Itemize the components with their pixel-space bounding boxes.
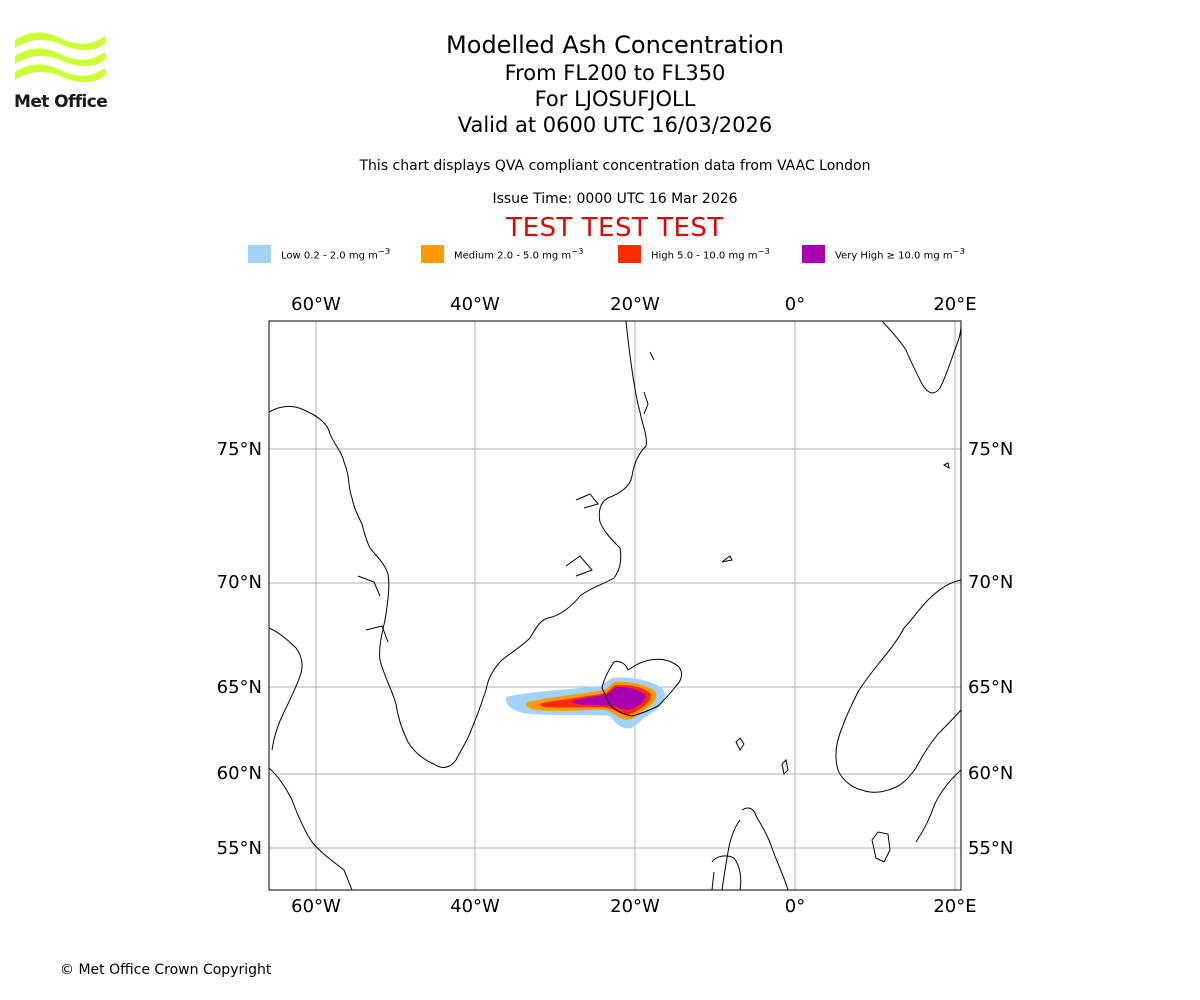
legend-item-low: Low 0.2 - 2.0 mg m−3	[248, 244, 390, 264]
map-content	[269, 321, 961, 890]
lat-labels-right: 75°N 70°N 65°N 60°N 55°N	[968, 439, 1013, 859]
britain-coast	[721, 807, 789, 890]
legend-swatch-low	[248, 245, 271, 263]
test-banner: TEST TEST TEST	[506, 213, 724, 243]
greenland-fjord-4	[365, 625, 389, 643]
legend-label-high: High 5.0 - 10.0 mg m−3	[651, 246, 770, 262]
legend-swatch-medium	[421, 245, 444, 263]
shetland-islands	[781, 758, 789, 776]
lat-labels-left: 75°N 70°N 65°N 60°N 55°N	[217, 439, 262, 859]
labrador-coast	[269, 627, 353, 890]
lat-tick-left: 60°N	[217, 763, 262, 784]
legend-swatch-high	[618, 245, 641, 263]
greenland-coast	[269, 321, 647, 768]
lon-tick-top: 20°E	[933, 294, 976, 315]
met-office-logo	[15, 32, 105, 83]
flight-level-range: From FL200 to FL350	[504, 61, 726, 85]
scandinavia-coast	[835, 579, 961, 793]
legend-item-medium: Medium 2.0 - 5.0 mg m−3	[421, 244, 583, 264]
ash-plume	[505, 677, 665, 729]
faroe-islands	[735, 737, 745, 751]
lat-tick-right: 65°N	[968, 677, 1013, 698]
disclaimer-text: This chart displays QVA compliant concen…	[359, 158, 871, 174]
lon-tick-bottom: 60°W	[291, 896, 341, 917]
lat-tick-left: 75°N	[217, 439, 262, 460]
lon-tick-bottom: 20°E	[933, 896, 976, 917]
lat-tick-left: 65°N	[217, 677, 262, 698]
issue-time: Issue Time: 0000 UTC 16 Mar 2026	[492, 191, 738, 207]
lon-tick-bottom: 20°W	[610, 896, 660, 917]
valid-time: Valid at 0600 UTC 16/03/2026	[457, 113, 773, 137]
coastlines	[269, 321, 961, 890]
legend-item-very-high: Very High ≥ 10.0 mg m−3	[802, 244, 965, 264]
greenland-fjord-1	[575, 493, 599, 509]
iceland-coast	[601, 658, 683, 717]
lat-tick-left: 55°N	[217, 838, 262, 859]
graticule	[269, 321, 961, 890]
jutland-coast	[871, 831, 891, 863]
map-frame	[268, 320, 962, 891]
lat-tick-right: 75°N	[968, 439, 1013, 460]
chart-title: Modelled Ash Concentration	[446, 31, 784, 59]
lon-labels-bottom: 60°W 40°W 20°W 0° 20°E	[291, 896, 976, 917]
legend-label-very-high: Very High ≥ 10.0 mg m−3	[835, 246, 965, 262]
lon-labels-top: 60°W 40°W 20°W 0° 20°E	[291, 294, 976, 315]
sweden-coast	[915, 769, 961, 843]
lat-tick-right: 70°N	[968, 572, 1013, 593]
lat-tick-right: 55°N	[968, 838, 1013, 859]
lat-tick-left: 70°N	[217, 572, 262, 593]
greenland-east-islands	[643, 351, 655, 415]
jan-mayen	[721, 555, 733, 563]
legend-item-high: High 5.0 - 10.0 mg m−3	[618, 244, 770, 264]
lat-tick-right: 60°N	[968, 763, 1013, 784]
lon-tick-bottom: 40°W	[450, 896, 500, 917]
lon-tick-bottom: 0°	[785, 896, 805, 917]
lon-tick-top: 20°W	[610, 294, 660, 315]
legend-swatch-very-high	[802, 245, 825, 263]
volcano-name: For LJOSUFJOLL	[534, 87, 696, 111]
lon-tick-top: 60°W	[291, 294, 341, 315]
copyright-notice: © Met Office Crown Copyright	[60, 962, 272, 978]
greenland-fjord-3	[357, 575, 381, 597]
legend-label-low: Low 0.2 - 2.0 mg m−3	[281, 246, 391, 262]
svalbard-coast	[881, 321, 961, 394]
lon-tick-top: 40°W	[450, 294, 500, 315]
lon-tick-top: 0°	[785, 294, 805, 315]
bear-island	[942, 462, 950, 470]
legend-label-medium: Medium 2.0 - 5.0 mg m−3	[454, 246, 584, 262]
ireland-coast	[711, 855, 742, 890]
greenland-fjord-2	[565, 555, 593, 577]
ash-very-high-contour	[572, 687, 646, 710]
chart-titles: Modelled Ash Concentration From FL200 to…	[0, 30, 1200, 138]
logo-wordmark: Met Office	[14, 92, 108, 112]
